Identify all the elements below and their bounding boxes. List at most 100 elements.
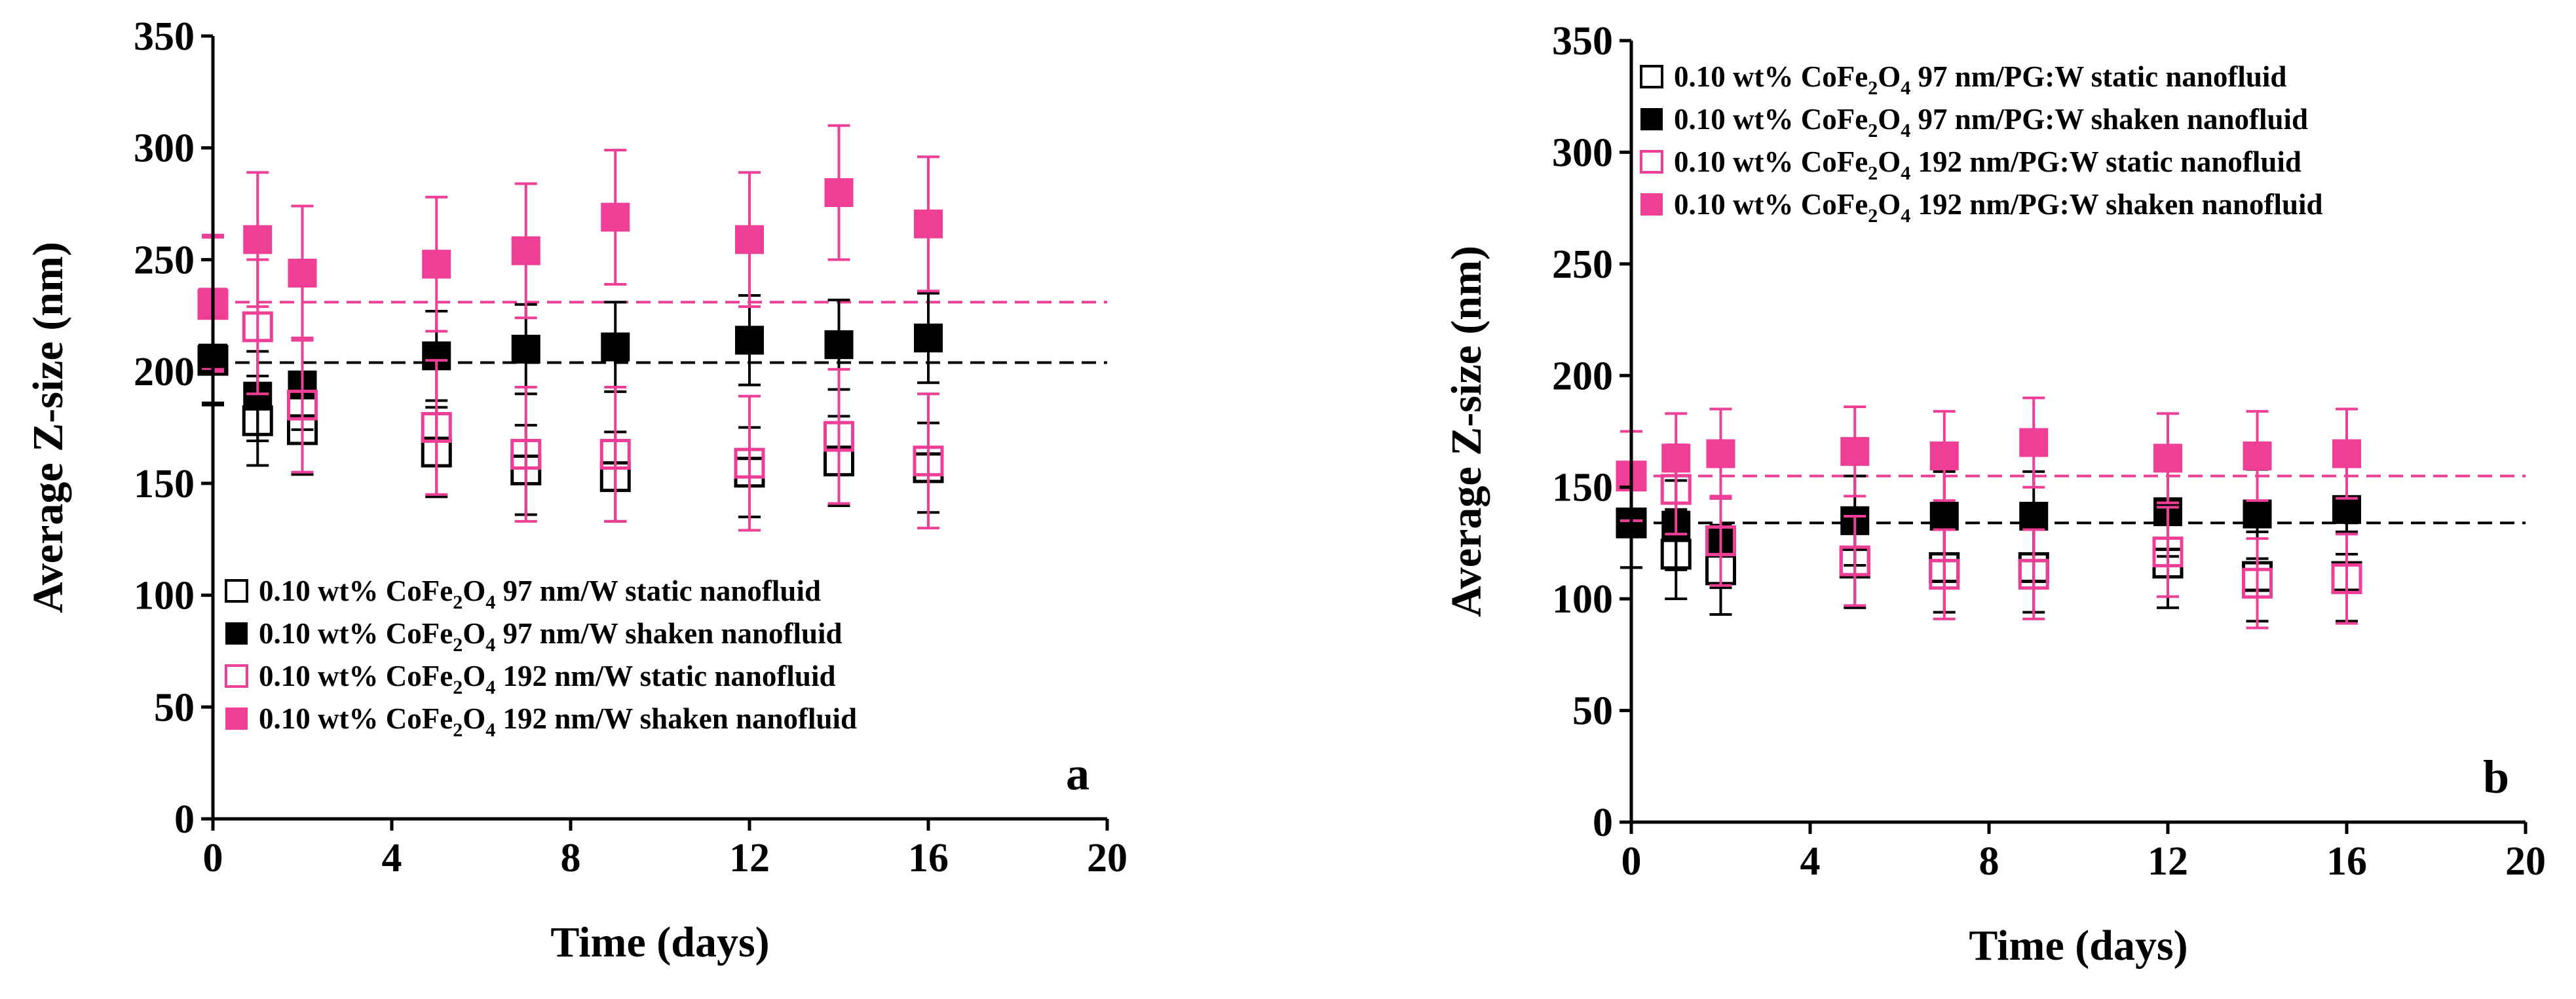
data-point: [2331, 563, 2362, 594]
error-bar: [604, 386, 627, 523]
legend: 0.10 wt% CoFe2O4 97 nm/W static nanoflui…: [225, 575, 857, 741]
data-point: [2018, 559, 2049, 590]
legend-entry: 0.10 wt% CoFe2O4 97 nm/PG:W shaken nanof…: [1674, 103, 2308, 141]
data-point: [511, 236, 540, 265]
error-bar: [1933, 528, 1956, 620]
data-point: [599, 438, 631, 470]
y-tick-label: 0: [174, 797, 195, 842]
error-bar: [2246, 537, 2269, 630]
y-tick-label: 300: [134, 126, 195, 171]
legend-marker: [1640, 193, 1663, 216]
data-point: [243, 225, 273, 254]
data-point: [2332, 439, 2361, 468]
y-tick-label: 200: [1552, 354, 1613, 398]
legend-marker: [225, 664, 248, 688]
data-point: [2332, 495, 2361, 524]
y-tick-label: 300: [1552, 130, 1613, 175]
data-point: [2242, 567, 2273, 599]
data-point: [1840, 437, 1870, 466]
panel-label: a: [1066, 747, 1089, 800]
data-point: [601, 202, 630, 232]
y-tick-label: 0: [1593, 801, 1613, 845]
error-bar: [425, 359, 448, 496]
x-tick-label: 4: [1800, 839, 1821, 884]
x-tick-label: 20: [2505, 839, 2546, 884]
data-point: [2243, 441, 2272, 470]
x-axis-title: Time (days): [550, 918, 769, 966]
legend-entry: 0.10 wt% CoFe2O4 97 nm/W static nanoflui…: [259, 575, 821, 613]
panel-label: b: [2483, 751, 2509, 803]
data-point: [913, 445, 944, 477]
data-point: [288, 258, 317, 288]
y-tick-label: 150: [134, 462, 195, 506]
data-point: [1706, 439, 1735, 468]
error-bar: [2022, 528, 2045, 620]
data-point: [1661, 443, 1691, 473]
y-axis-title: Average Z-size (nm): [1443, 246, 1490, 617]
x-tick-label: 12: [2148, 839, 2188, 884]
y-tick-label: 350: [1552, 19, 1613, 64]
x-tick-label: 4: [382, 836, 402, 880]
chart-panel-b: 0 50 100 150 200 250 300 350 0 4 8 12 16 20 Time (days…: [1443, 19, 2546, 970]
data-point: [242, 311, 273, 343]
x-tick-label: 20: [1087, 836, 1127, 880]
legend-marker: [1640, 150, 1663, 174]
y-tick-label: 50: [1572, 689, 1613, 734]
data-point: [1929, 559, 1960, 590]
data-point: [601, 332, 630, 362]
y-tick-label: 100: [134, 574, 195, 618]
legend-entry: 0.10 wt% CoFe2O4 192 nm/PG:W static nano…: [1674, 145, 2301, 184]
legend-entry: 0.10 wt% CoFe2O4 192 nm/W shaken nanoflu…: [259, 702, 857, 741]
x-axis-title: Time (days): [1969, 922, 2188, 970]
error-bar: [514, 386, 537, 523]
legend-marker: [225, 707, 248, 730]
data-point: [511, 335, 540, 364]
legend: 0.10 wt% CoFe2O4 97 nm/PG:W static nanof…: [1640, 60, 2323, 227]
y-tick-label: 200: [134, 350, 195, 394]
data-point: [735, 225, 764, 254]
chart-panel-a: 0 50 100 150 200 250 300 350 0 4 8 12 16 20 Time (days…: [24, 14, 1127, 966]
error-bar: [738, 394, 761, 532]
legend-marker: [225, 622, 248, 645]
data-point: [510, 438, 542, 470]
x-tick-label: 0: [203, 836, 223, 880]
data-point: [2019, 428, 2049, 457]
legend-marker: [1640, 108, 1663, 130]
legend-marker: [225, 579, 248, 603]
legend-entry: 0.10 wt% CoFe2O4 192 nm/W static nanoflu…: [259, 660, 835, 698]
series-4: [199, 124, 943, 371]
legend-entry: 0.10 wt% CoFe2O4 192 nm/PG:W shaken nano…: [1674, 188, 2323, 227]
error-bar: [1844, 515, 1866, 607]
data-point: [1929, 502, 1959, 531]
y-tick-label: 250: [1552, 242, 1613, 287]
error-bar: [291, 336, 314, 474]
data-point: [421, 412, 452, 443]
error-bar: [827, 368, 850, 505]
y-tick-label: 50: [154, 685, 195, 730]
data-point: [1929, 441, 1959, 470]
y-axis-title: Average Z-size (nm): [24, 242, 72, 613]
data-point: [914, 323, 943, 352]
data-point: [287, 389, 318, 421]
error-bar: [2336, 533, 2358, 625]
x-tick-label: 0: [1621, 839, 1642, 884]
y-tick-label: 100: [1552, 577, 1613, 622]
data-point: [1705, 525, 1736, 557]
data-point: [2019, 502, 2049, 531]
data-point: [422, 250, 451, 279]
data-point: [914, 209, 943, 238]
error-bar: [2157, 506, 2179, 598]
data-point: [734, 447, 765, 479]
x-tick-label: 8: [561, 836, 581, 880]
legend-entry: 0.10 wt% CoFe2O4 97 nm/W shaken nanoflui…: [259, 617, 843, 656]
data-point: [735, 326, 764, 355]
legend-marker: [1640, 65, 1663, 88]
data-point: [2152, 537, 2184, 568]
y-tick-label: 350: [134, 14, 195, 59]
data-point: [824, 330, 854, 360]
legend-entry: 0.10 wt% CoFe2O4 97 nm/PG:W static nanof…: [1674, 60, 2286, 99]
data-point: [1839, 545, 1870, 576]
x-tick-label: 16: [908, 836, 949, 880]
x-tick-label: 8: [1979, 839, 1999, 884]
